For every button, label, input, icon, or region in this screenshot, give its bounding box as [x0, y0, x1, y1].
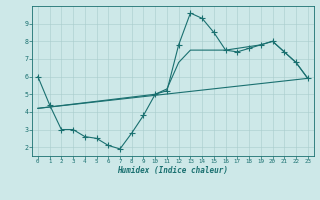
X-axis label: Humidex (Indice chaleur): Humidex (Indice chaleur): [117, 166, 228, 175]
